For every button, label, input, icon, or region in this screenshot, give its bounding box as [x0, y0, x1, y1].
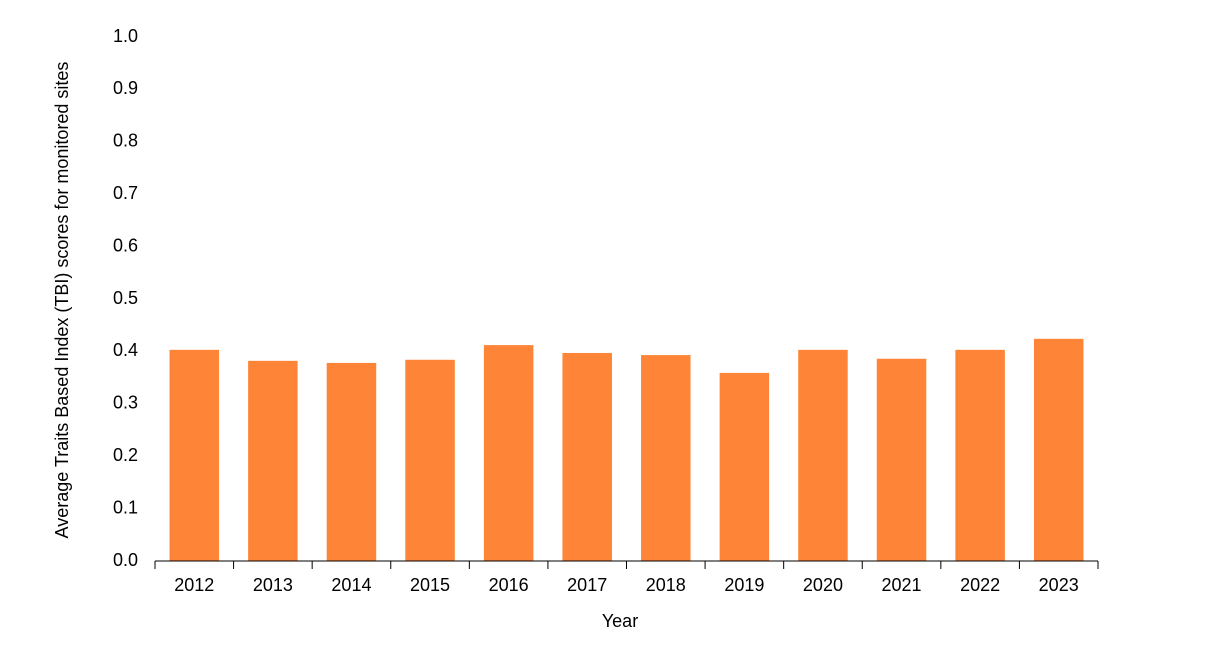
x-tick-label: 2023: [1039, 575, 1079, 595]
x-tick-label: 2022: [960, 575, 1000, 595]
bar: [955, 349, 1005, 561]
x-tick-label: 2012: [174, 575, 214, 595]
bar: [248, 360, 298, 561]
x-tick-label: 2016: [489, 575, 529, 595]
bar: [1033, 338, 1084, 561]
y-tick-label: 0.5: [113, 288, 138, 308]
x-tick-label: 2020: [803, 575, 843, 595]
x-axis-title: Year: [602, 611, 638, 631]
y-tick-label: 0.9: [113, 78, 138, 98]
x-tick-label: 2013: [253, 575, 293, 595]
y-tick-label: 0.6: [113, 235, 138, 255]
bar: [483, 345, 534, 561]
x-tick-label: 2014: [331, 575, 371, 595]
bar: [798, 349, 848, 561]
bar: [876, 358, 927, 561]
y-tick-label: 0.2: [113, 445, 138, 465]
x-tick-label: 2018: [646, 575, 686, 595]
bar: [641, 355, 691, 561]
bar: [405, 359, 455, 561]
x-tick-label: 2015: [410, 575, 450, 595]
x-tick-label: 2021: [882, 575, 922, 595]
y-tick-label: 0.0: [113, 550, 138, 570]
bar: [169, 349, 220, 561]
y-tick-label: 1.0: [113, 26, 138, 46]
x-tick-label: 2019: [724, 575, 764, 595]
x-tick-label: 2017: [567, 575, 607, 595]
y-tick-label: 0.1: [113, 497, 138, 517]
y-tick-label: 0.7: [113, 183, 138, 203]
bar: [719, 372, 770, 561]
y-axis-title: Average Traits Based Index (TBI) scores …: [52, 61, 72, 539]
bar: [562, 352, 612, 561]
y-tick-label: 0.3: [113, 393, 138, 413]
y-tick-label: 0.8: [113, 131, 138, 151]
bar: [326, 362, 377, 561]
y-tick-label: 0.4: [113, 340, 138, 360]
